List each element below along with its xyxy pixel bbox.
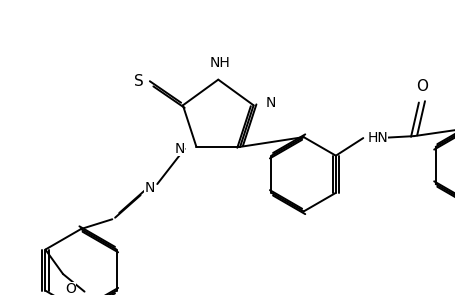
Text: O: O — [415, 79, 427, 94]
Text: HN: HN — [366, 131, 387, 145]
Text: NH: NH — [209, 56, 230, 70]
Text: N: N — [174, 142, 184, 156]
Text: S: S — [134, 74, 144, 89]
Text: N: N — [265, 96, 275, 110]
Text: O: O — [65, 282, 76, 296]
Text: N: N — [144, 181, 154, 195]
